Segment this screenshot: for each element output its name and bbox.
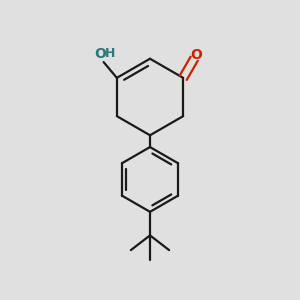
- Text: O: O: [190, 48, 202, 62]
- Text: H: H: [105, 47, 115, 60]
- Text: O: O: [95, 47, 106, 61]
